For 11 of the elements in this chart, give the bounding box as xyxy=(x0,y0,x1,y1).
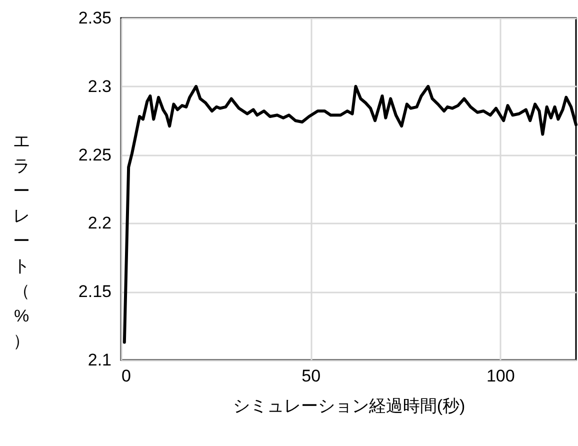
text: エラーレート（%） xyxy=(13,132,30,350)
y-tick-label: 2.25 xyxy=(78,145,112,164)
x-axis-title: シミュレーション経過時間(秒) xyxy=(232,396,466,416)
y-tick-label: 2.15 xyxy=(78,282,112,302)
y-tick-label: 2.1 xyxy=(88,350,112,370)
y-tick-label: 2.3 xyxy=(88,76,112,96)
y-tick-label: 2.2 xyxy=(88,214,112,233)
y-tick-label: 2.35 xyxy=(78,8,112,28)
x-tick-label: 50 xyxy=(302,366,321,386)
x-tick-label: 100 xyxy=(486,366,515,386)
x-tick-label: 0 xyxy=(122,366,131,386)
